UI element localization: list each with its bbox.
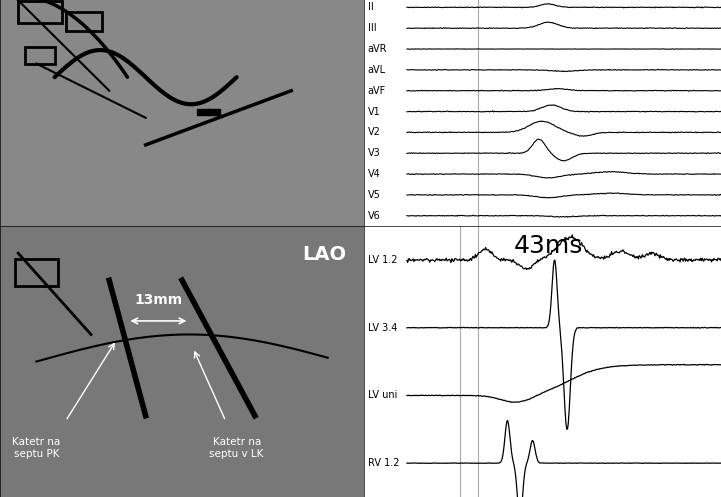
Text: LV 3.4: LV 3.4: [368, 323, 397, 332]
Text: aVL: aVL: [368, 65, 386, 75]
Text: Katetr na
septu PK: Katetr na septu PK: [12, 437, 61, 459]
Text: aVF: aVF: [368, 85, 386, 96]
Text: 13mm: 13mm: [134, 293, 182, 307]
Text: LV uni: LV uni: [368, 391, 397, 401]
Bar: [14, 258, 58, 286]
Text: LAO: LAO: [302, 245, 346, 264]
Text: LV 1.2: LV 1.2: [368, 255, 397, 265]
Text: V5: V5: [368, 190, 381, 200]
Text: Katetr na
septu v LK: Katetr na septu v LK: [210, 437, 264, 459]
Bar: [25, 47, 55, 64]
Text: RV 1.2: RV 1.2: [368, 458, 399, 468]
Text: V2: V2: [368, 127, 381, 137]
Bar: [18, 1, 62, 23]
Text: aVR: aVR: [368, 44, 387, 54]
Text: V3: V3: [368, 148, 381, 158]
Text: II: II: [368, 2, 373, 12]
Text: 43ms: 43ms: [514, 234, 583, 258]
Text: III: III: [368, 23, 376, 33]
Text: V6: V6: [368, 211, 381, 221]
Text: V1: V1: [368, 106, 381, 116]
Bar: [66, 12, 102, 31]
Text: V4: V4: [368, 169, 381, 179]
